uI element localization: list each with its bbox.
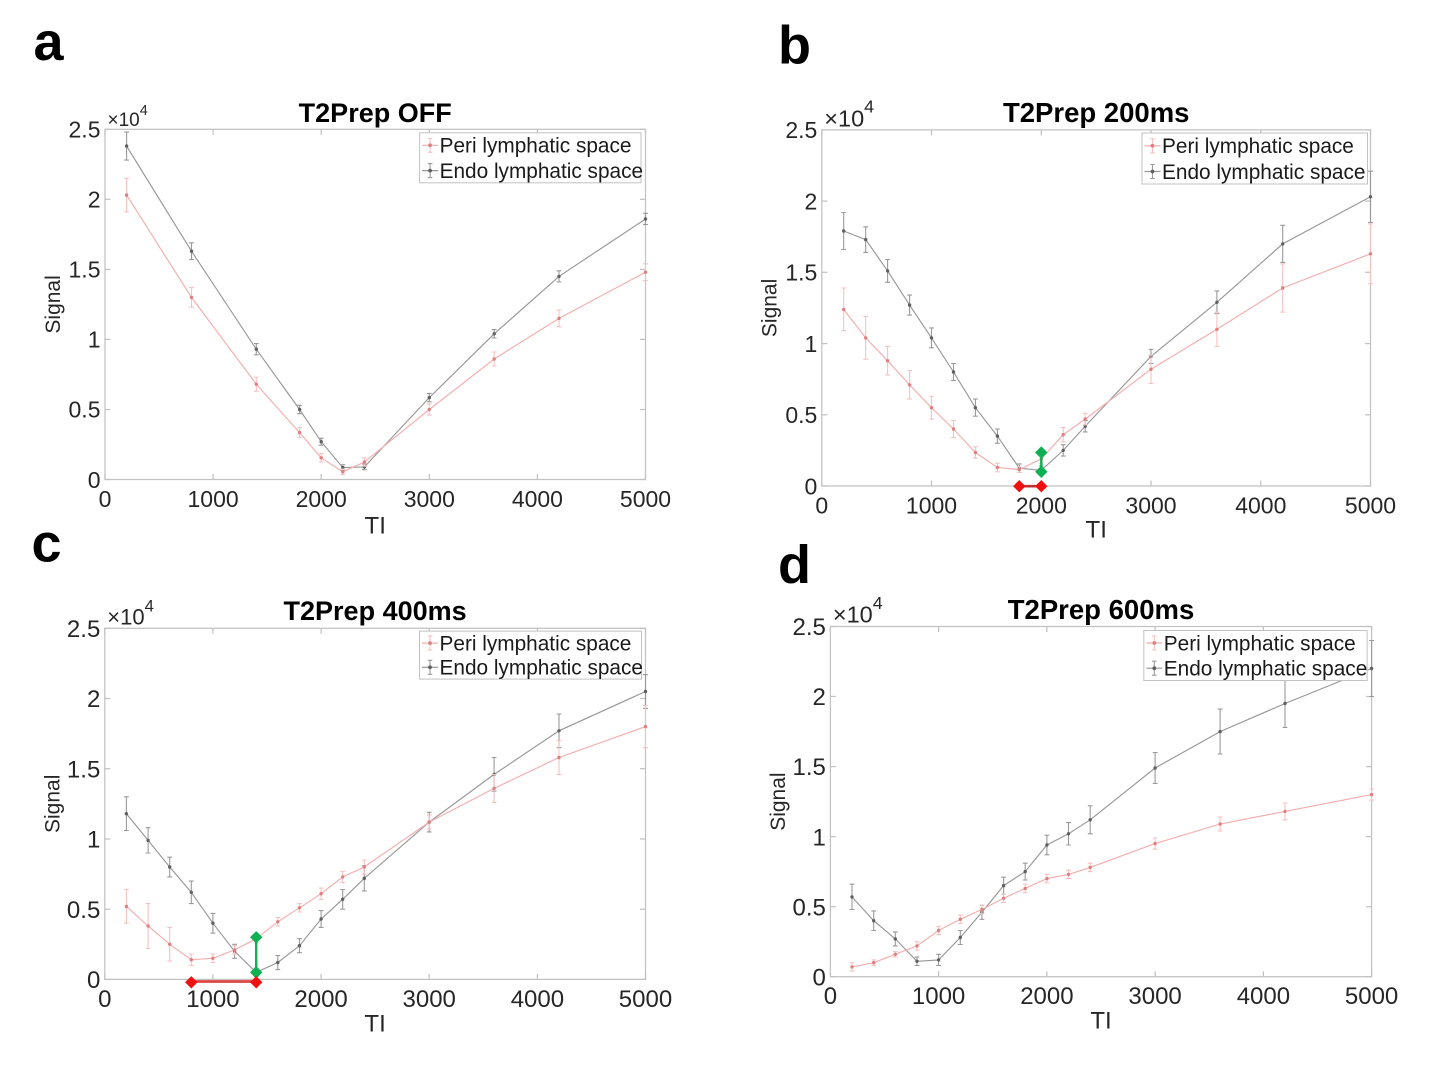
svg-text:0: 0 [99, 486, 112, 512]
svg-text:3000: 3000 [404, 486, 455, 512]
svg-text:0: 0 [88, 467, 101, 493]
svg-text:4000: 4000 [511, 986, 564, 1013]
svg-text:3000: 3000 [1125, 493, 1176, 519]
svg-text:Peri lymphatic space: Peri lymphatic space [440, 135, 632, 158]
svg-text:0.5: 0.5 [785, 402, 817, 428]
svg-text:0.5: 0.5 [793, 894, 826, 921]
svg-text:1.5: 1.5 [785, 260, 817, 286]
svg-text:2000: 2000 [1016, 493, 1067, 519]
svg-text:Endo lymphatic space: Endo lymphatic space [440, 657, 643, 680]
svg-text:T2Prep 600ms: T2Prep 600ms [1008, 594, 1195, 625]
svg-text:1000: 1000 [186, 986, 239, 1013]
svg-text:0.5: 0.5 [67, 897, 100, 924]
svg-text:2000: 2000 [1020, 983, 1073, 1010]
svg-text:0: 0 [805, 473, 818, 499]
svg-text:4000: 4000 [1235, 493, 1286, 519]
svg-text:c: c [32, 514, 62, 574]
svg-text:Peri lymphatic space: Peri lymphatic space [1164, 632, 1356, 655]
svg-text:1: 1 [813, 824, 826, 851]
svg-text:2: 2 [805, 188, 818, 214]
svg-text:2: 2 [813, 684, 826, 711]
svg-text:3000: 3000 [403, 986, 456, 1013]
svg-text:Signal: Signal [42, 775, 65, 833]
svg-text:TI: TI [365, 513, 386, 540]
svg-text:Signal: Signal [759, 279, 782, 337]
svg-text:1: 1 [88, 327, 101, 353]
svg-text:Endo lymphatic space: Endo lymphatic space [440, 160, 643, 183]
svg-text:2000: 2000 [294, 986, 347, 1013]
svg-text:4000: 4000 [512, 486, 563, 512]
svg-text:1000: 1000 [906, 493, 957, 519]
svg-text:Endo lymphatic space: Endo lymphatic space [1162, 161, 1365, 184]
svg-text:5000: 5000 [619, 986, 672, 1013]
svg-text:1000: 1000 [912, 983, 965, 1010]
svg-text:T2Prep 200ms: T2Prep 200ms [1003, 97, 1190, 128]
svg-text:T2Prep 400ms: T2Prep 400ms [284, 596, 467, 626]
svg-text:b: b [778, 16, 811, 76]
svg-text:4000: 4000 [1237, 983, 1290, 1010]
svg-text:a: a [34, 12, 65, 72]
svg-text:Peri lymphatic space: Peri lymphatic space [440, 632, 632, 655]
svg-text:0: 0 [87, 967, 100, 994]
svg-text:2: 2 [87, 686, 100, 713]
svg-text:0.5: 0.5 [69, 397, 101, 423]
svg-text:1000: 1000 [188, 486, 239, 512]
svg-text:TI: TI [1090, 1008, 1111, 1035]
svg-text:Signal: Signal [767, 772, 790, 830]
svg-text:2.5: 2.5 [793, 614, 826, 641]
svg-text:2000: 2000 [296, 486, 347, 512]
svg-text:0: 0 [815, 493, 828, 519]
svg-text:2.5: 2.5 [69, 117, 101, 143]
svg-text:Peri lymphatic space: Peri lymphatic space [1162, 135, 1354, 158]
svg-text:1: 1 [87, 827, 100, 854]
svg-text:0: 0 [813, 964, 826, 991]
svg-text:5000: 5000 [620, 486, 671, 512]
svg-text:3000: 3000 [1128, 983, 1181, 1010]
svg-text:0: 0 [98, 986, 111, 1013]
svg-text:5000: 5000 [1345, 493, 1396, 519]
svg-text:Endo lymphatic space: Endo lymphatic space [1164, 658, 1367, 681]
svg-text:TI: TI [1086, 517, 1107, 544]
svg-text:1.5: 1.5 [793, 754, 826, 781]
svg-text:TI: TI [364, 1010, 385, 1037]
svg-text:5000: 5000 [1345, 983, 1398, 1010]
svg-text:1.5: 1.5 [67, 756, 100, 783]
svg-text:1: 1 [805, 331, 818, 357]
svg-text:2.5: 2.5 [67, 616, 100, 643]
svg-text:d: d [778, 535, 811, 595]
svg-text:2.5: 2.5 [785, 117, 817, 143]
svg-text:2: 2 [88, 187, 101, 213]
svg-text:Signal: Signal [42, 275, 65, 333]
svg-text:1.5: 1.5 [69, 257, 101, 283]
svg-text:0: 0 [824, 983, 837, 1010]
svg-text:T2Prep OFF: T2Prep OFF [299, 98, 452, 128]
